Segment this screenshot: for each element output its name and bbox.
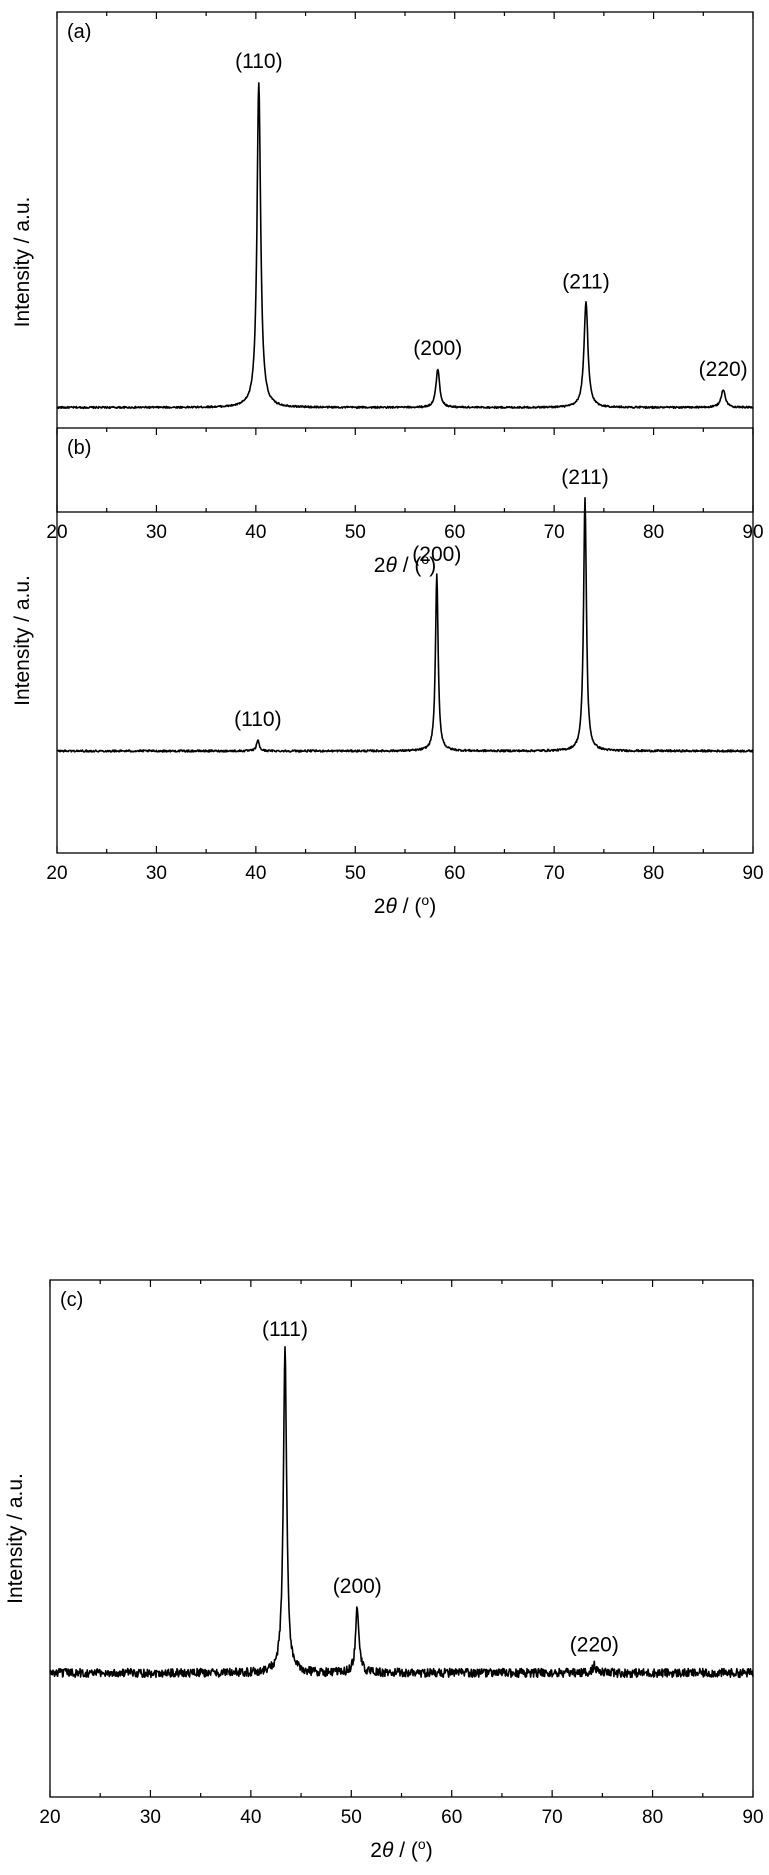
x-tick-label: 60 bbox=[444, 522, 465, 543]
y-axis-label: Intensity / a.u. bbox=[4, 1473, 27, 1604]
x-tick-label: 20 bbox=[39, 1807, 60, 1828]
peak-label: (220) bbox=[699, 358, 748, 381]
x-tick-label: 80 bbox=[643, 522, 664, 543]
x-tick-label: 90 bbox=[742, 1807, 763, 1828]
panel-b: (b) 20 30 40 50 60 70 80 90 2θ / (o) Intensity / a… bbox=[11, 427, 764, 918]
x-tick-label: 50 bbox=[345, 522, 366, 543]
peak-label: (220) bbox=[570, 1634, 619, 1657]
x-tick-label: 50 bbox=[341, 1807, 362, 1828]
peak-label: (110) bbox=[234, 708, 281, 731]
panel-c: (c) 20 30 40 50 60 70 80 90 2θ / (o) Intensity / a… bbox=[4, 1279, 764, 1862]
peak-label: (111) bbox=[262, 1318, 308, 1341]
x-tick-label: 50 bbox=[345, 863, 366, 884]
x-tick-label: 80 bbox=[642, 1807, 663, 1828]
x-tick-label: 70 bbox=[544, 863, 565, 884]
x-tick-label: 60 bbox=[441, 1807, 462, 1828]
y-axis-label: Intensity / a.u. bbox=[11, 197, 34, 328]
panel-label: (b) bbox=[67, 437, 91, 459]
panel-label: (a) bbox=[67, 21, 91, 43]
plot-frame bbox=[49, 1279, 754, 1798]
x-tick-label: 70 bbox=[544, 522, 565, 543]
x-tick-label: 40 bbox=[240, 1807, 261, 1828]
diffraction-trace bbox=[56, 82, 754, 410]
peak-label: (200) bbox=[333, 1575, 382, 1598]
x-tick-label: 30 bbox=[140, 1807, 161, 1828]
panel-label: (c) bbox=[60, 1289, 83, 1311]
x-tick-label: 40 bbox=[245, 863, 266, 884]
x-tick-label: 30 bbox=[146, 863, 167, 884]
x-tick-label: 60 bbox=[444, 863, 465, 884]
plot-frame bbox=[56, 427, 754, 854]
x-tick-label: 20 bbox=[46, 863, 67, 884]
x-axis-label: 2θ / (o) bbox=[374, 551, 436, 577]
peak-label: (211) bbox=[561, 466, 608, 489]
x-tick-label: 90 bbox=[742, 863, 763, 884]
x-tick-label: 80 bbox=[643, 863, 664, 884]
x-axis-label: 2θ / (o) bbox=[370, 1836, 432, 1862]
diffraction-trace bbox=[49, 1346, 754, 1679]
x-tick-label: 30 bbox=[146, 522, 167, 543]
peak-label: (200) bbox=[413, 337, 462, 360]
diffraction-trace bbox=[56, 497, 754, 753]
peak-label: (110) bbox=[235, 50, 282, 73]
x-axis-label: 2θ / (o) bbox=[374, 892, 436, 918]
peak-label: (200) bbox=[412, 543, 461, 566]
peak-label: (211) bbox=[562, 271, 609, 294]
y-axis-label: Intensity / a.u. bbox=[11, 575, 34, 706]
x-tick-label: 70 bbox=[542, 1807, 563, 1828]
x-tick-label: 40 bbox=[245, 522, 266, 543]
plot-frame bbox=[56, 11, 754, 513]
